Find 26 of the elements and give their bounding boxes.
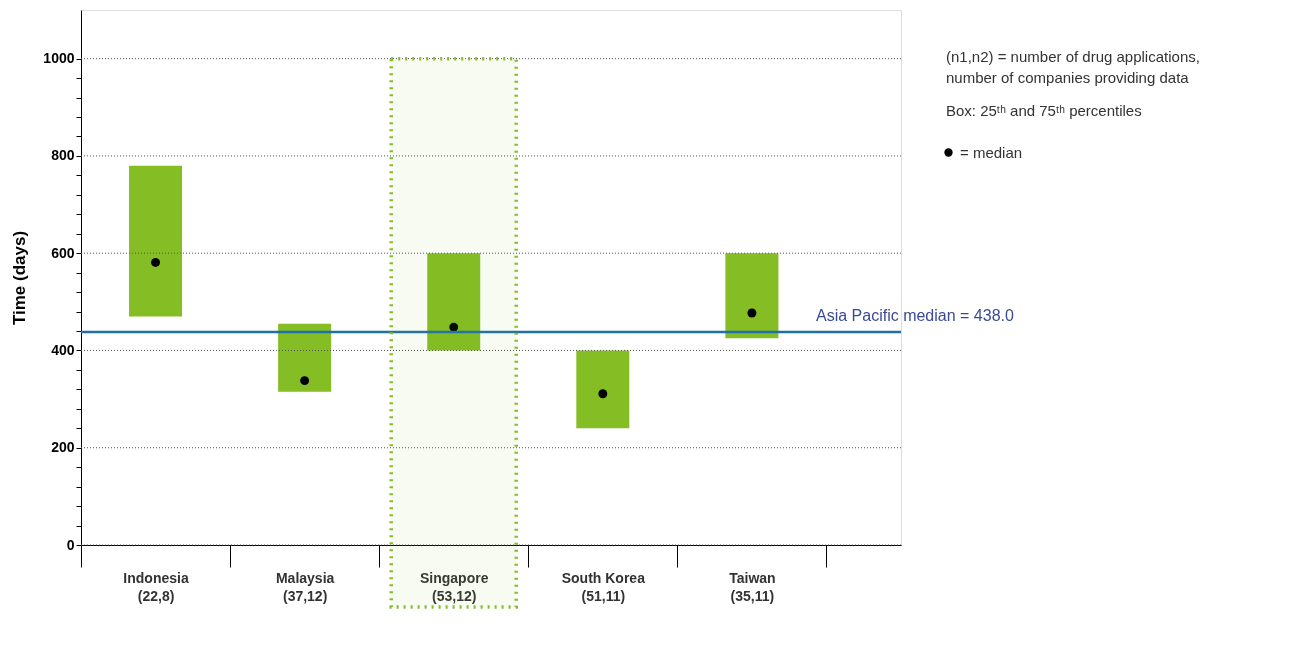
bar [576, 350, 630, 429]
bar [129, 165, 183, 317]
point [747, 308, 757, 318]
x-tick-label: Singapore (53,12) [419, 569, 489, 604]
x-tick-label: Taiwan (35,11) [729, 569, 776, 604]
y-tick-label: 200 [51, 439, 75, 456]
ref-line-label: Asia Pacific median = 438.0 [816, 306, 1014, 324]
y-tick-label: 400 [51, 341, 75, 358]
point [151, 257, 161, 267]
bar [725, 253, 779, 339]
bar [278, 323, 332, 392]
text: Box: 25ᵗʰ and 75ᵗʰ percentiles [946, 102, 1142, 119]
x-tick-label: Malaysia (37,12) [275, 569, 335, 604]
y-tick-label: 0 [66, 536, 75, 553]
point [449, 322, 459, 332]
x-tick-label: Indonesia (22,8) [123, 569, 189, 604]
text: (n1,n2) = number of drug applications, number of companies providing data [946, 48, 1200, 86]
y-tick-label: 1000 [43, 50, 75, 67]
y-axis-title: Time (days) [10, 230, 30, 326]
legend-label: = median [960, 143, 1023, 161]
x-tick-label: South Korea (51,11) [561, 569, 646, 604]
y-tick-label: 800 [51, 147, 75, 164]
point [598, 389, 608, 399]
bar [427, 253, 481, 351]
y-tick-label: 600 [51, 244, 75, 261]
point [300, 376, 310, 386]
